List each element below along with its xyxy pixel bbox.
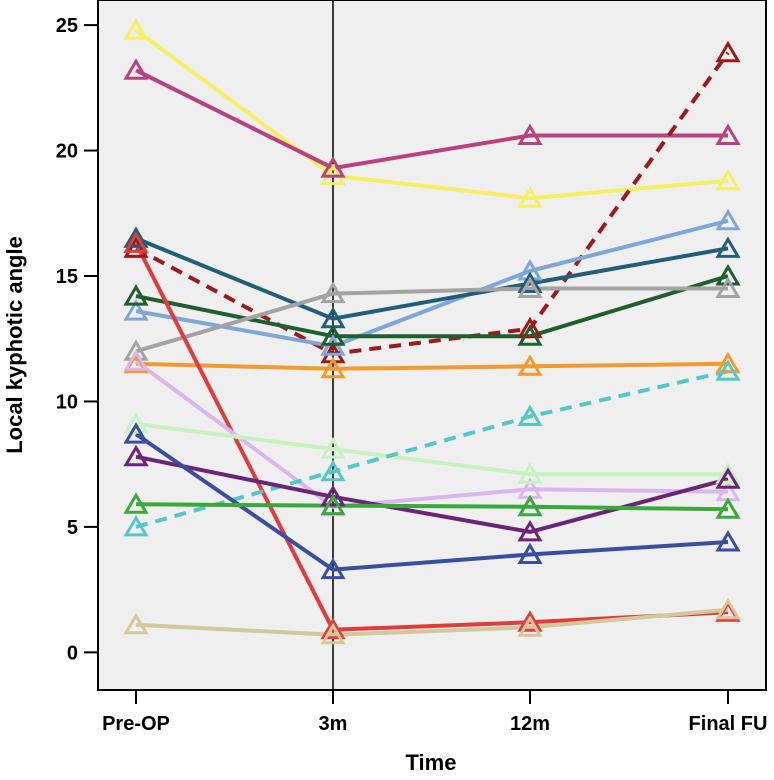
data-point-marker <box>715 351 741 374</box>
series-line-2 <box>135 51 730 356</box>
series-line-10 <box>135 422 728 477</box>
data-point-marker <box>517 186 543 208</box>
data-point-marker <box>123 612 149 635</box>
plot-background <box>98 0 766 690</box>
data-point-marker <box>320 334 346 356</box>
data-point-marker <box>320 437 346 459</box>
data-point-marker <box>123 18 149 40</box>
data-point-marker <box>715 168 741 191</box>
y-tick-label: 0 <box>67 642 78 664</box>
data-point-marker <box>123 58 149 80</box>
data-point-marker <box>123 299 149 321</box>
data-point-marker <box>123 514 149 537</box>
series-line-5 <box>135 274 729 339</box>
data-point-marker <box>320 356 346 379</box>
data-point-marker <box>517 316 543 339</box>
series-line-3 <box>135 218 729 349</box>
series-line-4 <box>135 236 729 321</box>
series-line-1 <box>135 68 728 171</box>
data-point-marker <box>123 226 149 248</box>
data-point-marker <box>123 492 149 514</box>
data-point-marker <box>123 412 149 434</box>
y-tick-label: 15 <box>56 266 78 288</box>
data-point-marker <box>320 156 346 178</box>
x-tick-label: Final FU <box>689 713 768 735</box>
data-point-marker <box>715 530 741 552</box>
data-point-marker <box>320 324 346 346</box>
data-point-marker <box>715 208 741 231</box>
x-tick-label: 12m <box>510 713 550 735</box>
series-line-0 <box>134 28 729 201</box>
data-point-marker <box>715 276 741 298</box>
data-point-marker <box>320 493 346 516</box>
data-point-marker <box>517 324 543 346</box>
series-line-11 <box>135 369 729 529</box>
data-point-marker <box>123 422 149 444</box>
data-point-marker <box>320 617 346 640</box>
data-point-marker <box>517 123 543 145</box>
markers-layer <box>123 18 741 645</box>
data-point-marker <box>517 354 543 376</box>
data-point-marker <box>320 622 346 645</box>
data-point-marker <box>123 349 149 371</box>
series-line-12 <box>135 454 729 534</box>
y-tick-label: 10 <box>56 391 78 413</box>
data-point-marker <box>517 404 543 426</box>
data-point-marker <box>715 462 741 484</box>
data-point-marker <box>123 339 149 361</box>
data-point-marker <box>320 484 346 507</box>
data-point-marker <box>517 276 543 298</box>
y-tick-label: 20 <box>56 141 78 163</box>
data-point-marker <box>123 444 149 467</box>
data-point-marker <box>517 615 543 637</box>
data-point-marker <box>320 459 346 482</box>
series-line-6 <box>135 286 728 354</box>
data-point-marker <box>715 597 741 620</box>
data-point-marker <box>517 462 543 484</box>
data-point-marker <box>715 467 741 489</box>
data-point-marker <box>320 281 346 304</box>
data-point-marker <box>517 542 543 564</box>
data-point-marker <box>517 271 543 293</box>
y-tick-label: 5 <box>67 517 78 539</box>
data-point-marker <box>517 610 543 632</box>
y-tick-label: 25 <box>56 15 78 37</box>
series-line-15 <box>135 607 729 637</box>
data-point-marker <box>320 557 346 580</box>
x-axis-title: Time <box>406 750 457 775</box>
data-point-marker <box>123 284 149 306</box>
data-point-marker <box>715 123 741 145</box>
x-tick-label: Pre-OP <box>102 713 170 735</box>
series-line-14 <box>135 502 729 512</box>
series-line-9 <box>134 359 729 509</box>
data-point-marker <box>715 497 741 519</box>
data-point-marker <box>517 519 543 542</box>
data-point-marker <box>517 494 543 517</box>
series-line-7 <box>135 361 729 371</box>
data-point-marker <box>715 359 741 381</box>
data-point-marker <box>715 40 741 63</box>
x-tick-label: 3m <box>319 713 348 735</box>
y-axis-title: Local kyphotic angle <box>2 236 27 454</box>
series-line-13 <box>134 432 729 572</box>
data-point-marker <box>715 236 741 258</box>
data-point-marker <box>123 231 149 253</box>
series-layer <box>134 28 730 637</box>
plot-frame <box>97 0 767 691</box>
axis-layer: 0 5 10 15 20 25 Pre-OP 3m 12m Final FU <box>56 15 768 735</box>
data-point-marker <box>715 264 741 286</box>
